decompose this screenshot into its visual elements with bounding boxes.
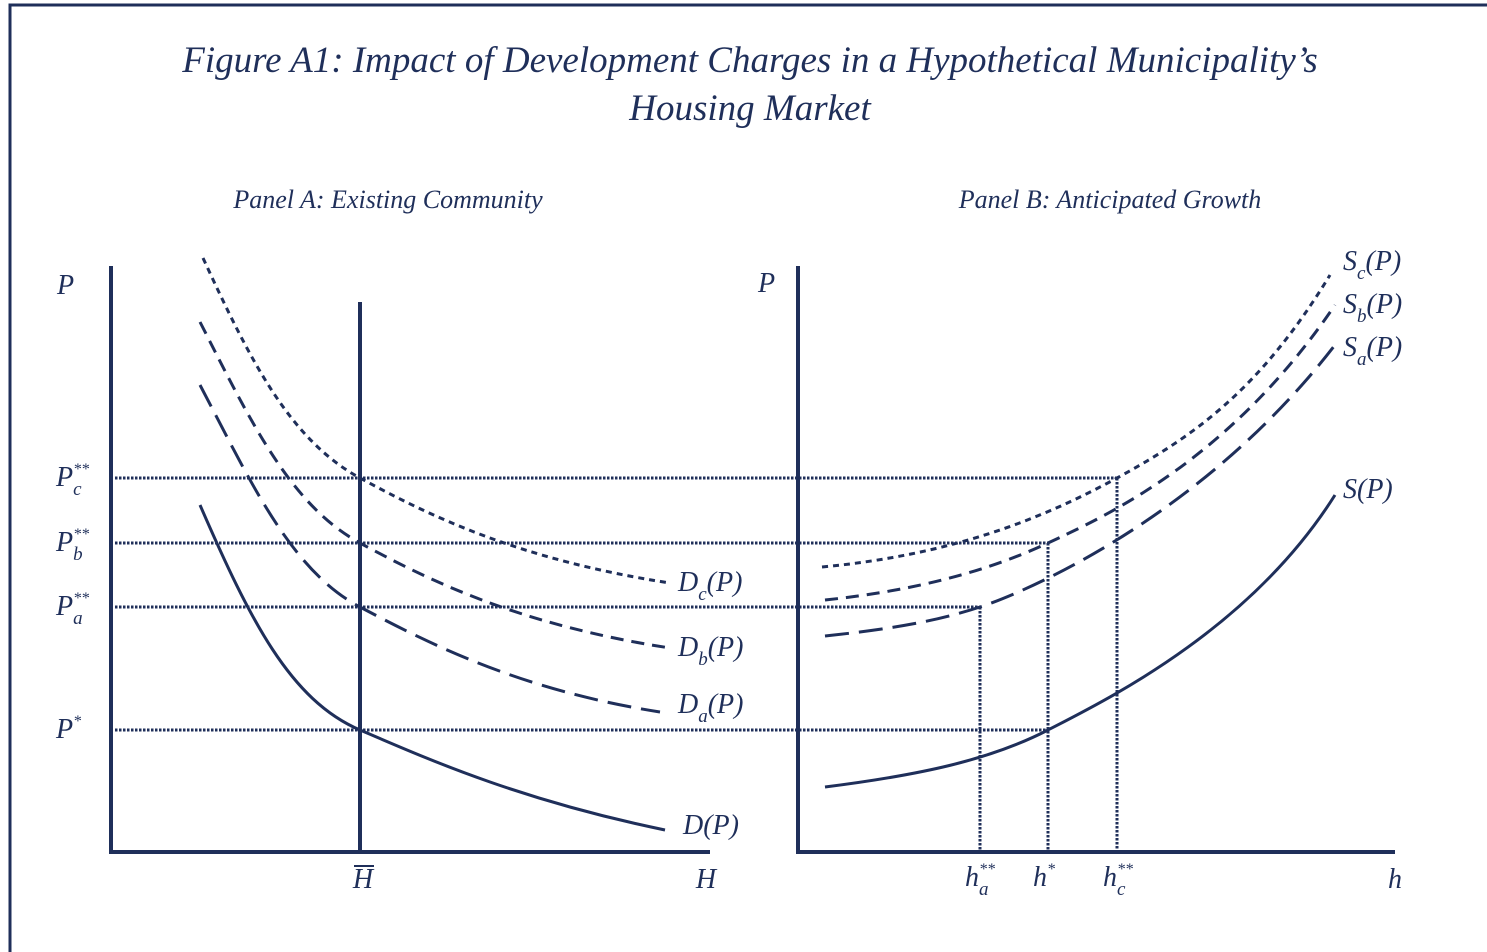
label-superscript: ** xyxy=(73,590,89,607)
label-base: D xyxy=(677,632,698,663)
label-tail: (P) xyxy=(707,567,743,598)
label-tail: (P) xyxy=(708,632,744,663)
label-base: h xyxy=(1033,862,1047,893)
axis-label: H xyxy=(695,864,718,895)
label-base: S xyxy=(1343,246,1357,277)
label-subscript: c xyxy=(73,479,82,500)
label-base: P xyxy=(55,462,73,493)
label-superscript: * xyxy=(73,713,81,730)
supply-curve xyxy=(824,304,1337,602)
label-base: D xyxy=(677,689,698,720)
demand-curve xyxy=(201,257,671,585)
supply-curve xyxy=(821,274,1332,569)
label-superscript: ** xyxy=(979,861,995,878)
label-base: S xyxy=(1343,332,1357,363)
label-superscript: ** xyxy=(73,461,89,478)
supply-curve xyxy=(824,494,1337,789)
label-superscript: * xyxy=(1047,861,1055,878)
label-subscript: b xyxy=(698,649,708,670)
label-subscript: a xyxy=(1357,349,1367,370)
label-base: h xyxy=(1103,862,1117,893)
label-base: h xyxy=(965,862,979,893)
supply-curve xyxy=(824,344,1337,638)
label-superscript: ** xyxy=(1117,861,1133,878)
label-base: P xyxy=(55,527,73,558)
label-tail: (P) xyxy=(1365,246,1401,277)
label-superscript: ** xyxy=(73,526,89,543)
label-subscript: b xyxy=(1357,306,1367,327)
label-base: S(P) xyxy=(1343,474,1393,505)
demand-curve xyxy=(198,384,661,714)
label-base: S xyxy=(1343,289,1357,320)
label-tail: (P) xyxy=(708,689,744,720)
demand-curve xyxy=(198,321,671,650)
axis-label: P xyxy=(56,270,74,301)
label-subscript: c xyxy=(1117,879,1126,900)
label-subscript: a xyxy=(698,706,708,727)
panel-title: Panel B: Anticipated Growth xyxy=(958,185,1262,214)
label-tail: (P) xyxy=(1367,332,1403,363)
label-subscript: a xyxy=(73,608,83,629)
axis-label: P xyxy=(757,268,775,299)
label-subscript: a xyxy=(979,879,989,900)
label-subscript: c xyxy=(698,584,707,605)
label-subscript: c xyxy=(1357,263,1366,284)
axis-label: h xyxy=(1388,864,1402,895)
figure-title: Figure A1: Impact of Development Charges… xyxy=(181,40,1317,81)
label-subscript: b xyxy=(73,544,83,565)
tick-label: H xyxy=(352,864,375,895)
label-base: P xyxy=(55,591,73,622)
figure-title: Housing Market xyxy=(628,88,872,129)
label-base: D xyxy=(677,567,698,598)
panel-title: Panel A: Existing Community xyxy=(232,185,543,214)
label-base: D(P) xyxy=(682,810,739,841)
demand-curve xyxy=(198,504,666,832)
frame xyxy=(8,3,1487,952)
label-base: P xyxy=(55,714,73,745)
label-tail: (P) xyxy=(1367,289,1403,320)
